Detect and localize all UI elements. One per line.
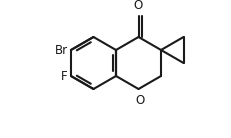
Text: Br: Br [55,43,68,56]
Text: O: O [132,0,142,12]
Text: O: O [134,94,143,107]
Text: F: F [61,70,68,83]
